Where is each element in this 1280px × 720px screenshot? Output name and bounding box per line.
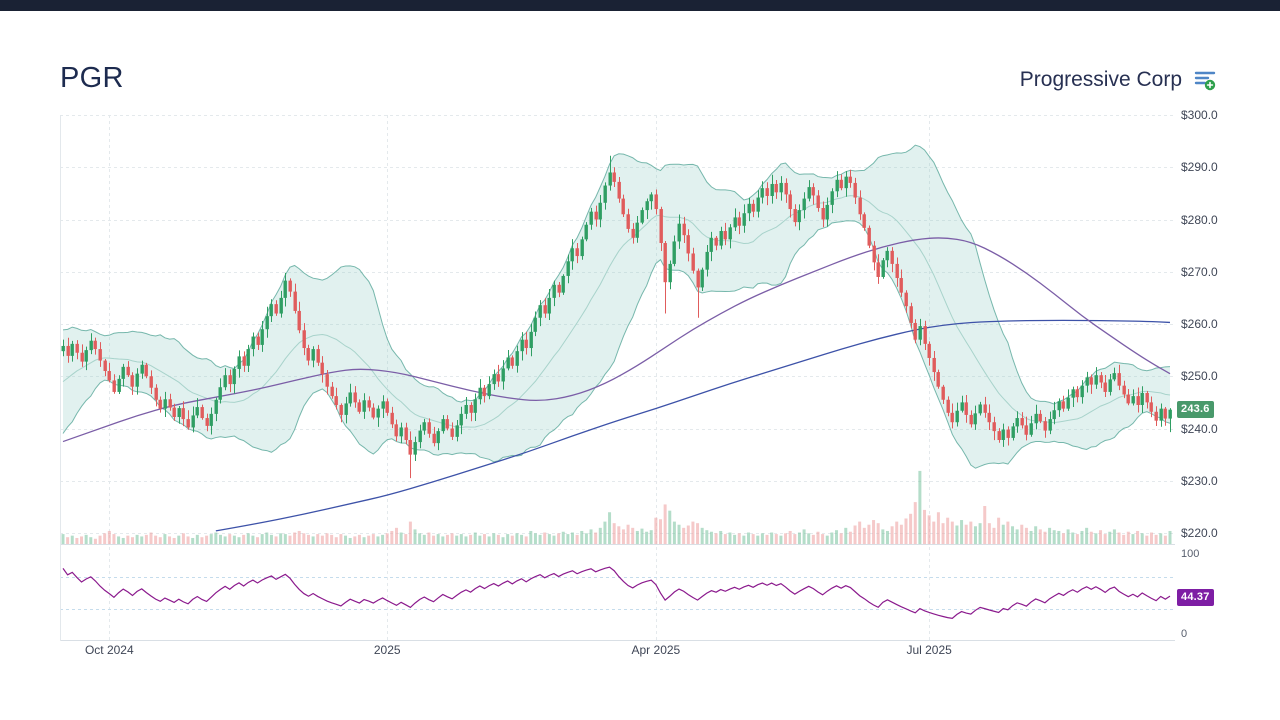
stock-symbol: PGR	[60, 62, 124, 94]
y-axis-price-label: $220.0	[1181, 526, 1218, 540]
company-header: Progressive Corp	[1020, 68, 1216, 92]
x-axis-date-label: Apr 2025	[631, 643, 681, 657]
y-axis-price-label: $300.0	[1181, 108, 1218, 122]
y-axis-price-label: $230.0	[1181, 473, 1218, 488]
y-axis-price-label: $280.0	[1181, 212, 1218, 227]
company-name: Progressive Corp	[1019, 68, 1182, 91]
price-chart-canvas[interactable]	[60, 115, 1175, 641]
stock-chart: $300.0 $290.0 $280.0 $270.0 $260.0 $250.0 $240…	[60, 108, 1235, 675]
y-axis-price-label: $270.0	[1181, 264, 1218, 279]
y-axis-price-label: $240.0	[1181, 421, 1218, 436]
x-axis-date-label: Oct 2024	[84, 643, 134, 657]
y-axis-price-label: $290.0	[1181, 160, 1218, 175]
y-axis-price-label: $250.0	[1181, 369, 1218, 384]
x-axis-date-label: Jul 2025	[906, 643, 952, 657]
rsi-value-badge: 44.37	[1177, 588, 1214, 606]
document-add-icon[interactable]	[1194, 69, 1216, 91]
rsi-axis-label: 0	[1181, 628, 1188, 640]
last-price-badge: 243.6	[1177, 400, 1214, 418]
y-axis-price-label: $260.0	[1181, 317, 1218, 331]
rsi-axis-label: 100	[1181, 548, 1200, 560]
x-axis-date-label: 2025	[373, 643, 401, 657]
top-navigation-bar	[0, 0, 1280, 11]
